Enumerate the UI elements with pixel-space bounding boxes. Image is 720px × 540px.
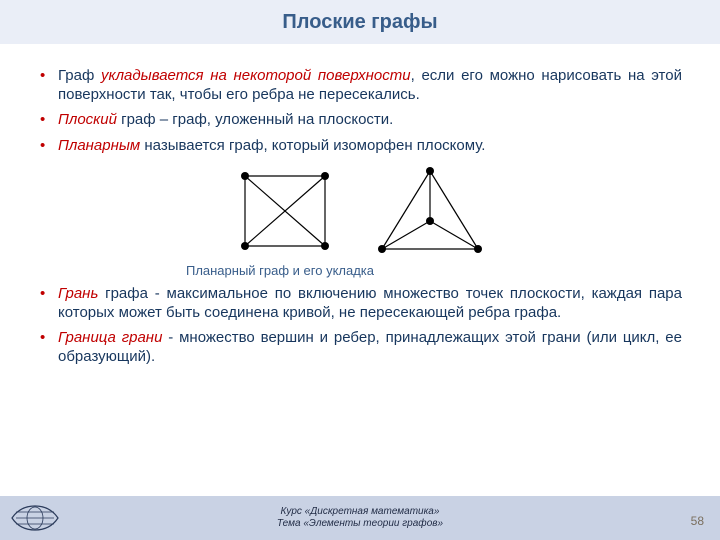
page-number: 58 xyxy=(691,514,704,528)
figure-wrap: Планарный граф и его укладка xyxy=(38,161,682,278)
content-area: Граф укладывается на некоторой поверхнос… xyxy=(0,44,720,367)
bullet-list-bottom: Грань графа - максимальное по включению … xyxy=(38,284,682,367)
bullet-4-post: графа - максимальное по включению множес… xyxy=(58,285,682,321)
bullet-list-top: Граф укладывается на некоторой поверхнос… xyxy=(38,66,682,155)
bullet-2: Плоский граф – граф, уложенный на плоско… xyxy=(38,110,682,129)
bullet-1-em: укладывается на некоторой поверхности xyxy=(101,67,411,84)
bullet-4-em: Грань xyxy=(58,285,98,302)
bullet-4: Грань графа - максимальное по включению … xyxy=(38,284,682,322)
bullet-1: Граф укладывается на некоторой поверхнос… xyxy=(38,66,682,104)
figure-caption: Планарный граф и его укладка xyxy=(186,263,374,278)
footer-logo-icon xyxy=(10,502,60,534)
footer-line2: Тема «Элементы теории графов» xyxy=(277,518,443,531)
bullet-5-em: Граница грани xyxy=(58,329,162,346)
bullet-5: Граница грани - множество вершин и ребер… xyxy=(38,328,682,366)
footer-bar: Курс «Дискретная математика» Тема «Элеме… xyxy=(0,496,720,540)
bullet-3: Планарным называется граф, который изомо… xyxy=(38,136,682,155)
title-band: Плоские графы xyxy=(0,0,720,44)
bullet-2-em: Плоский xyxy=(58,111,117,128)
bullet-3-post: называется граф, который изоморфен плоск… xyxy=(140,137,485,154)
bullet-3-em: Планарным xyxy=(58,137,140,154)
graph-planar-k4 xyxy=(230,161,340,261)
graph-planar-embedding xyxy=(370,161,490,261)
footer-text: Курс «Дискретная математика» Тема «Элеме… xyxy=(277,506,443,531)
figure xyxy=(230,161,490,261)
bullet-2-post: граф – граф, уложенный на плоскости. xyxy=(117,111,393,128)
footer-line1: Курс «Дискретная математика» xyxy=(277,506,443,519)
page-title: Плоские графы xyxy=(282,11,437,34)
bullet-1-pre: Граф xyxy=(58,67,101,84)
